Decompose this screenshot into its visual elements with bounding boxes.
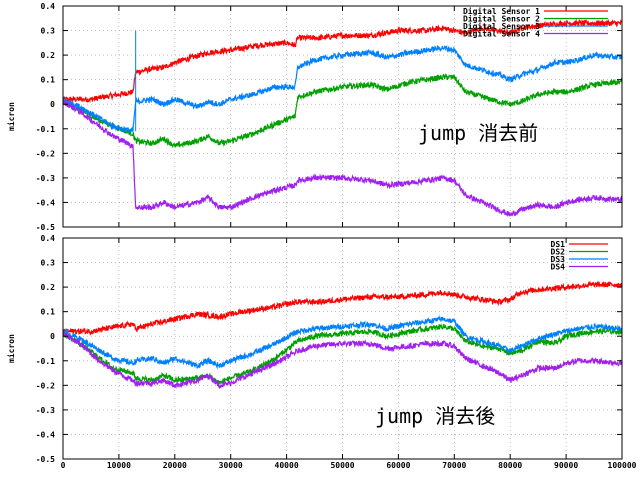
chart-annotation: jump 消去後 xyxy=(375,404,495,428)
y-axis-label: micron xyxy=(6,334,16,363)
y-tick-label: 0.2 xyxy=(41,283,56,292)
x-tick-label: 20000 xyxy=(163,461,187,470)
legend-label: Digital Sensor 4 xyxy=(463,29,540,39)
x-tick-label: 100000 xyxy=(608,461,637,470)
y-tick-label: 0.2 xyxy=(41,51,56,60)
series-line-ds4 xyxy=(62,331,623,389)
legend-label: DS1 xyxy=(551,240,566,249)
y-tick-label: -0.4 xyxy=(36,430,55,439)
y-axis-label: micron xyxy=(6,102,16,131)
x-tick-label: 10000 xyxy=(107,461,131,470)
x-tick-label: 90000 xyxy=(554,461,578,470)
x-tick-label: 40000 xyxy=(275,461,299,470)
series-line-digital-sensor-1 xyxy=(62,18,622,104)
series-line-digital-sensor-2 xyxy=(62,73,623,149)
y-tick-label: -0.3 xyxy=(36,174,55,183)
legend-label: Digital Sensor 2 xyxy=(463,14,540,24)
legend-label: Digital Sensor 1 xyxy=(463,6,540,16)
y-tick-label: 0.4 xyxy=(41,234,56,243)
y-tick-label: 0.3 xyxy=(41,27,56,36)
legend-label: Digital Sensor 3 xyxy=(463,21,540,31)
chart-panel-1: 0.4 0.3 0.2 0.1 0 -0.1 -0.2 -0.3 -0.4 -0.5 micron j… xyxy=(6,2,623,232)
x-tick-label: 50000 xyxy=(330,461,354,470)
y-tick-label: -0.2 xyxy=(36,381,55,390)
x-tick-label: 70000 xyxy=(442,461,466,470)
series-line-digital-sensor-3 xyxy=(62,44,623,134)
legend-label: DS4 xyxy=(551,263,566,272)
plot-frame xyxy=(62,5,623,228)
x-tick-label: 80000 xyxy=(498,461,522,470)
y-tick-label: -0.1 xyxy=(36,357,55,366)
y-tick-label: 0.1 xyxy=(41,76,56,85)
series-line-digital-sensor-4 xyxy=(62,99,623,218)
legend-label: DS2 xyxy=(551,248,566,257)
plot-frame xyxy=(62,237,623,460)
y-tick-label: -0.3 xyxy=(36,406,55,415)
series-line-ds2 xyxy=(62,323,623,385)
y-tick-label: -0.4 xyxy=(36,198,55,207)
series-line-ds3 xyxy=(62,314,623,370)
x-tick-label: 30000 xyxy=(219,461,243,470)
y-tick-label: 0.3 xyxy=(41,259,56,268)
x-tick-label: 60000 xyxy=(386,461,410,470)
y-tick-label: 0.4 xyxy=(41,2,56,11)
legend-label: DS3 xyxy=(551,255,566,264)
series-line-ds1 xyxy=(62,280,623,336)
y-tick-label: -0.1 xyxy=(36,125,55,134)
y-tick-label: 0 xyxy=(50,332,55,341)
y-tick-label: 0 xyxy=(50,100,55,109)
x-tick-label: 0 xyxy=(61,461,66,470)
y-tick-label: 0.1 xyxy=(41,308,56,317)
y-tick-label: -0.5 xyxy=(36,223,55,232)
chart-annotation: jump 消去前 xyxy=(418,121,538,145)
y-tick-label: -0.5 xyxy=(36,455,55,464)
y-tick-label: -0.2 xyxy=(36,149,55,158)
chart-panel-2: 0.4 0.3 0.2 0.1 0 -0.1 -0.2 -0.3 -0.4 -0.5 0 10000 2… xyxy=(6,234,637,470)
